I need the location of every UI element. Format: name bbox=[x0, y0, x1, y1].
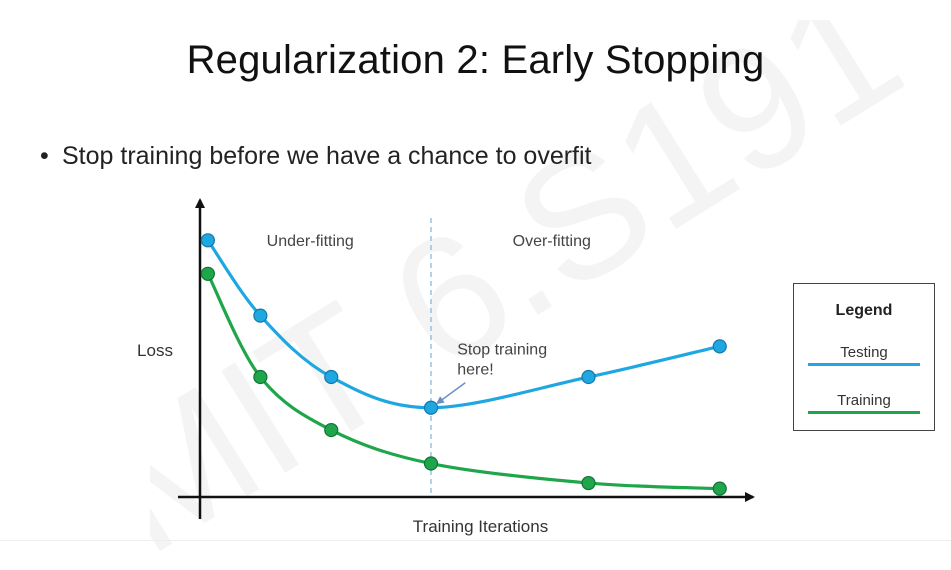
series-line-training bbox=[206, 272, 722, 491]
point-training-4 bbox=[581, 475, 596, 491]
annotation-line-0: Stop training bbox=[457, 342, 547, 359]
slide-title: Regularization 2: Early Stopping bbox=[186, 38, 765, 82]
annotation-arrow bbox=[436, 382, 466, 405]
legend: Legend Testing Training bbox=[793, 283, 935, 431]
footer-divider bbox=[0, 540, 951, 541]
legend-swatch-training bbox=[808, 411, 920, 414]
annotation-line-1: here! bbox=[457, 362, 493, 379]
region-label-1: Over-fitting bbox=[513, 233, 591, 250]
x-axis-label: Training Iterations bbox=[413, 517, 548, 536]
point-testing-4 bbox=[581, 369, 596, 385]
y-axis-label: Loss bbox=[137, 341, 173, 360]
point-training-5 bbox=[712, 481, 727, 496]
legend-item-testing: Testing bbox=[808, 344, 920, 366]
point-testing-5 bbox=[712, 339, 727, 354]
point-testing-3 bbox=[423, 400, 439, 415]
region-label-0: Under-fitting bbox=[267, 233, 354, 250]
bullet-dot-icon: • bbox=[40, 142, 49, 170]
series-line-testing bbox=[206, 238, 722, 410]
point-training-2 bbox=[324, 422, 339, 438]
point-training-1 bbox=[253, 369, 268, 385]
legend-item-training: Training bbox=[808, 392, 920, 414]
legend-title: Legend bbox=[835, 302, 893, 319]
bullet-text: Stop training before we have a chance to… bbox=[62, 142, 592, 170]
point-training-3 bbox=[423, 456, 439, 471]
point-testing-1 bbox=[253, 308, 268, 323]
legend-label-training: Training bbox=[837, 392, 891, 409]
legend-label-testing: Testing bbox=[840, 344, 888, 361]
point-testing-0 bbox=[200, 233, 215, 248]
legend-swatch-testing bbox=[808, 363, 920, 366]
bullet-point: • Stop training before we have a chance t… bbox=[40, 142, 592, 171]
point-testing-2 bbox=[324, 369, 339, 385]
point-training-0 bbox=[200, 266, 215, 281]
